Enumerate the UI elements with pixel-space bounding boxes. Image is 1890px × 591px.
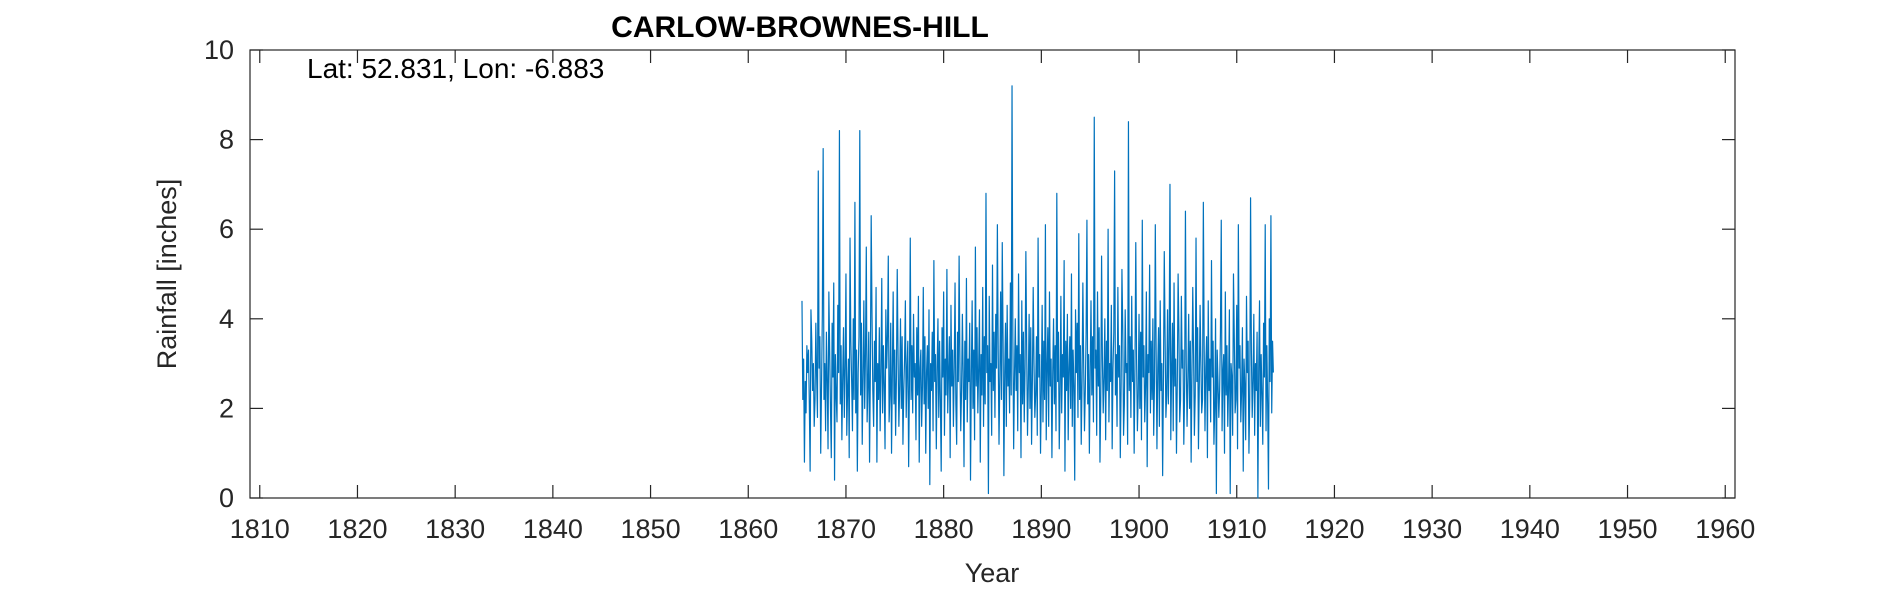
x-axis-ticks: 1810 1820 1830 1840 1850 1860 1870 1880 1890 1900… (230, 50, 1755, 544)
x-tick-label-1960: 1960 (1695, 514, 1755, 544)
x-tick-label-1850: 1850 (621, 514, 681, 544)
x-tick-label-1880: 1880 (914, 514, 974, 544)
y-tick-label-6: 6 (219, 214, 234, 244)
x-tick-label-1840: 1840 (523, 514, 583, 544)
chart-title: CARLOW-BROWNES-HILL (611, 11, 989, 44)
x-axis-label: Year (965, 558, 1020, 588)
x-tick-label-1830: 1830 (425, 514, 485, 544)
y-tick-label-4: 4 (219, 304, 234, 334)
x-tick-label-1950: 1950 (1597, 514, 1657, 544)
x-tick-label-1930: 1930 (1402, 514, 1462, 544)
series-layer (801, 85, 1274, 499)
y-tick-label-0: 0 (219, 483, 234, 513)
x-tick-label-1890: 1890 (1011, 514, 1071, 544)
plot-area: 1810 1820 1830 1840 1850 1860 1870 1880 1890 1900… (204, 35, 1755, 544)
x-tick-label-1910: 1910 (1207, 514, 1267, 544)
x-tick-label-1820: 1820 (327, 514, 387, 544)
x-tick-label-1810: 1810 (230, 514, 290, 544)
series-line-0 (801, 85, 1274, 499)
y-tick-label-2: 2 (219, 393, 234, 423)
y-axis-ticks: 0 2 4 6 8 10 (204, 35, 1735, 513)
x-tick-label-1920: 1920 (1304, 514, 1364, 544)
x-tick-label-1940: 1940 (1500, 514, 1560, 544)
y-tick-label-10: 10 (204, 35, 234, 65)
x-tick-label-1860: 1860 (718, 514, 778, 544)
y-tick-label-8: 8 (219, 125, 234, 155)
x-tick-label-1900: 1900 (1109, 514, 1169, 544)
lat-lon-annotation: Lat: 52.831, Lon: -6.883 (307, 53, 604, 84)
y-axis-label: Rainfall [inches] (152, 179, 182, 370)
x-tick-label-1870: 1870 (816, 514, 876, 544)
